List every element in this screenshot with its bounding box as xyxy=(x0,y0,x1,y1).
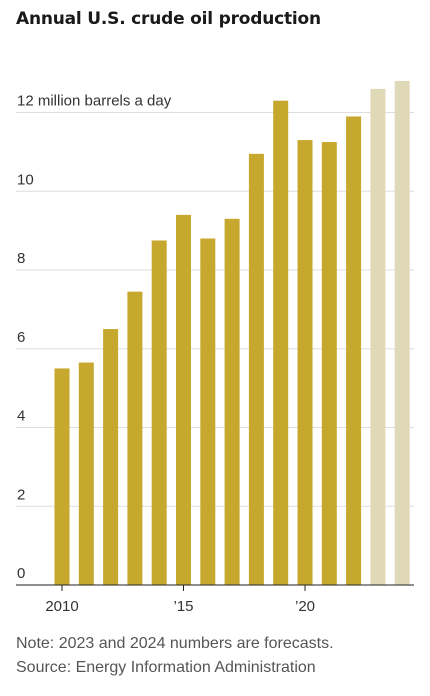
y-tick-label-12: 12 million barrels a day xyxy=(17,93,172,110)
bar-2021 xyxy=(321,142,337,585)
y-tick-label-2: 2 xyxy=(17,486,25,503)
y-tick-label-4: 4 xyxy=(17,408,25,425)
bar-2022 xyxy=(346,116,362,585)
bar-2011 xyxy=(78,362,94,585)
bar-2017 xyxy=(224,218,240,585)
bar-2015 xyxy=(176,214,191,585)
x-axis: 2010 ’15 ’20 xyxy=(16,584,414,615)
bar-2013 xyxy=(127,291,143,585)
x-tick-label-2010: 2010 xyxy=(45,598,78,615)
chart-notes: Note: 2023 and 2024 numbers are forecast… xyxy=(16,632,334,680)
bar-2023-forecast xyxy=(370,88,386,585)
bar-2012 xyxy=(103,329,119,585)
y-axis-labels: 0 2 4 6 8 10 12 million barrels a day xyxy=(17,93,172,583)
bar-chart: 2010 ’15 ’20 0 2 4 6 8 10 12 million barrels a d… xyxy=(16,81,414,615)
bar-2020 xyxy=(297,140,313,585)
bar-2016 xyxy=(200,238,216,585)
x-tick-label-2015: ’15 xyxy=(173,598,193,615)
forecast-note: Note: 2023 and 2024 numbers are forecast… xyxy=(16,635,334,652)
source-note: Source: Energy Information Administratio… xyxy=(16,659,316,676)
y-tick-label-8: 8 xyxy=(17,250,25,267)
bar-2014 xyxy=(151,240,167,585)
bar-2010 xyxy=(54,368,70,585)
bar-2024-forecast xyxy=(394,81,410,585)
y-tick-label-10: 10 xyxy=(17,171,34,188)
x-tick-label-2020: ’20 xyxy=(295,598,315,615)
bar-2019 xyxy=(273,100,289,585)
chart-title: Annual U.S. crude oil production xyxy=(16,9,321,29)
y-tick-label-6: 6 xyxy=(17,329,25,346)
bars xyxy=(54,81,410,585)
y-tick-label-0: 0 xyxy=(17,565,25,582)
bar-2018 xyxy=(248,153,264,585)
